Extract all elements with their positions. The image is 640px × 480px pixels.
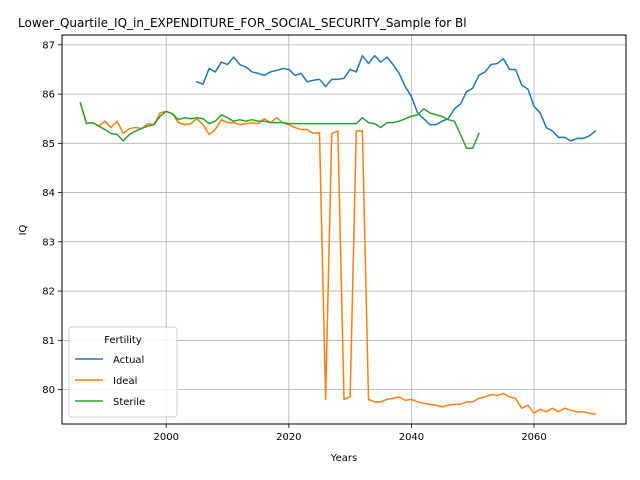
series-lines [79, 54, 597, 416]
x-tick-label: 2000 [153, 432, 178, 443]
legend-box [68, 326, 178, 418]
y-tick-label: 86 [42, 90, 55, 101]
y-tick-label: 83 [42, 237, 55, 248]
series-line-actual [195, 54, 597, 142]
legend-label-sterile: Sterile [113, 397, 145, 408]
plot-frame [61, 34, 627, 425]
x-tick-label: 2060 [521, 432, 546, 443]
y-tick-label: 87 [42, 40, 55, 51]
x-tick-label: 2020 [276, 432, 301, 443]
y-axis-label: IQ [18, 224, 29, 235]
y-tick-label: 80 [42, 385, 55, 396]
x-axis-label: Years [330, 453, 357, 464]
legend-label-ideal: Ideal [113, 376, 137, 387]
legend: Fertility Actual Ideal Sterile [68, 326, 178, 418]
y-axis-ticks: 80 81 82 83 84 85 86 87 [42, 40, 62, 396]
x-tick-label: 2040 [399, 432, 424, 443]
y-tick-label: 85 [42, 139, 55, 150]
series-line-sterile [79, 102, 480, 149]
y-tick-label: 82 [42, 287, 55, 298]
y-tick-label: 81 [42, 336, 55, 347]
legend-label-actual: Actual [113, 355, 144, 366]
x-axis-ticks: 2000 2020 2040 2060 [153, 424, 547, 443]
legend-title: Fertility [104, 335, 142, 346]
y-tick-label: 84 [42, 188, 55, 199]
chart-title: Lower_Quartile_IQ_in_EXPENDITURE_FOR_SOC… [18, 16, 467, 30]
